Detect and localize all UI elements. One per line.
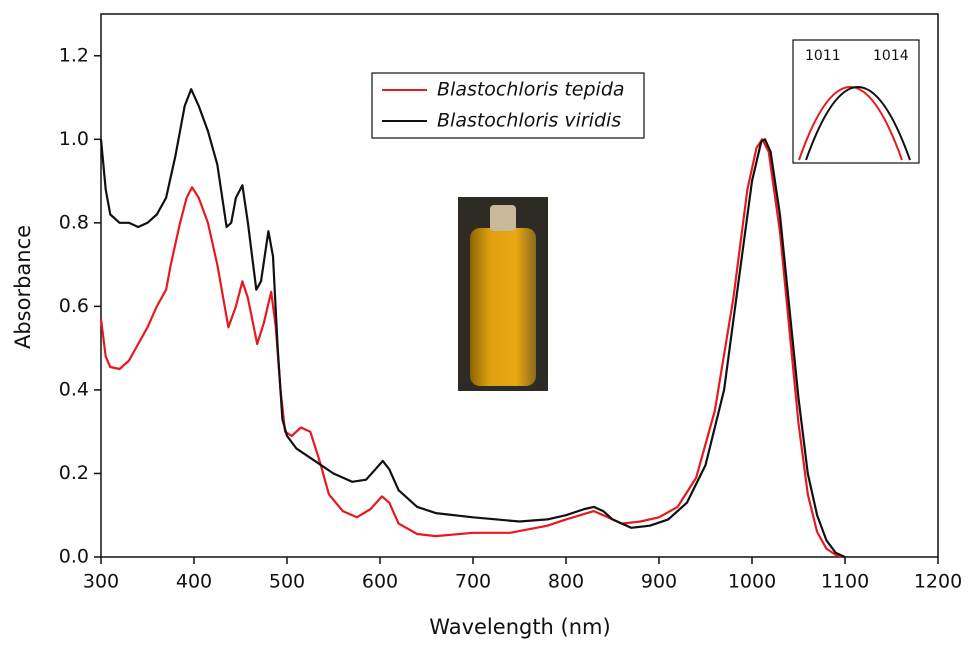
series-line bbox=[99, 88, 846, 559]
x-tick-label: 300 bbox=[83, 571, 119, 593]
series-line bbox=[99, 138, 843, 559]
x-tick-label: 600 bbox=[362, 571, 398, 593]
y-tick-label: 0.2 bbox=[59, 462, 89, 484]
inset: 1011 1014 bbox=[792, 39, 920, 164]
y-tick-label: 1.0 bbox=[59, 128, 89, 150]
x-tick-label: 1200 bbox=[914, 571, 962, 593]
x-tick-label: 900 bbox=[641, 571, 677, 593]
y-axis-title: Absorbance bbox=[11, 225, 35, 349]
x-tick-label: 500 bbox=[269, 571, 305, 593]
y-tick-label: 0.4 bbox=[59, 378, 89, 400]
y-tick-label: 0.6 bbox=[59, 295, 89, 317]
annotation: 1011 bbox=[805, 48, 841, 64]
annotation: 1014 bbox=[873, 48, 909, 64]
legend-label: Blastochloris tepida bbox=[437, 79, 625, 101]
photo bbox=[458, 197, 548, 391]
x-tick-label: 1100 bbox=[821, 571, 869, 593]
x-tick-label: 800 bbox=[548, 571, 584, 593]
x-tick-label: 700 bbox=[455, 571, 491, 593]
x-tick-label: 400 bbox=[176, 571, 212, 593]
plot-frame bbox=[100, 13, 939, 558]
legend: Blastochloris tepida Blastochloris virid… bbox=[371, 72, 645, 139]
y-tick-label: 0.0 bbox=[59, 546, 89, 568]
x-tick-label: 1000 bbox=[728, 571, 776, 593]
y-tick-label: 0.8 bbox=[59, 211, 89, 233]
legend-label: Blastochloris viridis bbox=[437, 110, 621, 132]
x-axis-title: Wavelength (nm) bbox=[429, 615, 610, 639]
y-tick-label: 1.2 bbox=[59, 44, 89, 66]
